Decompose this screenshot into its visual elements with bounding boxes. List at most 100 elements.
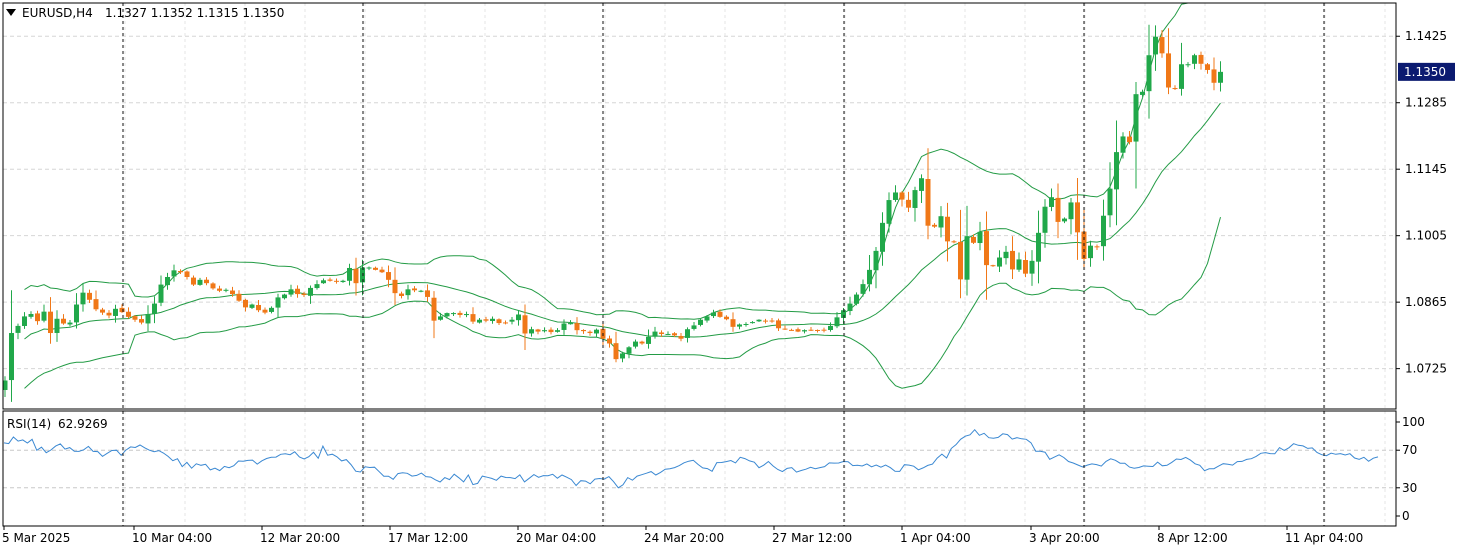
candle-body bbox=[119, 307, 125, 313]
candle-body bbox=[22, 316, 27, 326]
time-tick-label: 17 Mar 12:00 bbox=[388, 531, 468, 545]
candle-body bbox=[106, 312, 112, 316]
time-tick-label: 24 Mar 20:00 bbox=[644, 531, 724, 545]
candle-body bbox=[301, 293, 307, 296]
candle-body bbox=[737, 324, 742, 327]
candle-body bbox=[425, 290, 430, 297]
candle-body bbox=[574, 323, 580, 331]
candle-body bbox=[366, 267, 372, 269]
candle-body bbox=[152, 303, 157, 314]
candle-body bbox=[847, 303, 853, 312]
candle-body bbox=[685, 329, 690, 338]
candle-body bbox=[347, 267, 352, 281]
candle-body bbox=[243, 299, 248, 308]
candle-body bbox=[750, 322, 755, 324]
candle-body bbox=[633, 341, 638, 347]
candle-body bbox=[340, 280, 346, 283]
candle-body bbox=[412, 288, 417, 291]
candle-body bbox=[314, 284, 320, 289]
candle-body bbox=[418, 290, 424, 292]
candle-body bbox=[496, 319, 502, 324]
rsi-frame bbox=[2, 410, 1397, 527]
candle-body bbox=[802, 330, 807, 332]
main-frame bbox=[2, 2, 1397, 410]
candle-body bbox=[594, 329, 599, 334]
time-tick-label: 5 Mar 2025 bbox=[2, 531, 70, 545]
candle-body bbox=[392, 279, 398, 294]
candle-body bbox=[1049, 197, 1054, 207]
candle-body bbox=[321, 280, 326, 284]
candle-body bbox=[1166, 53, 1171, 88]
candle-body bbox=[236, 293, 242, 301]
candle-body bbox=[54, 318, 60, 333]
time-tick-label: 3 Apr 20:00 bbox=[1029, 531, 1100, 545]
candle-body bbox=[568, 323, 573, 325]
candle-body bbox=[444, 313, 450, 317]
price-tick-label: 1.1145 bbox=[1405, 162, 1447, 176]
candle-body bbox=[763, 320, 768, 322]
candle-body bbox=[93, 299, 99, 310]
candle-body bbox=[48, 311, 53, 334]
candle-body bbox=[516, 314, 521, 321]
candle-body bbox=[1127, 136, 1132, 143]
candle-body bbox=[984, 231, 989, 266]
candle-body bbox=[327, 279, 333, 281]
candle-body bbox=[789, 329, 794, 331]
candle-body bbox=[964, 236, 970, 280]
candle-body bbox=[958, 241, 963, 280]
symbol-menu-arrow-icon[interactable] bbox=[6, 9, 16, 16]
candle-body bbox=[522, 315, 528, 334]
candle-body bbox=[74, 304, 79, 323]
time-tick-label: 11 Apr 04:00 bbox=[1285, 531, 1363, 545]
rsi-tick-label: 0 bbox=[1402, 509, 1410, 523]
candle-body bbox=[730, 319, 736, 327]
candle-body bbox=[795, 329, 801, 332]
candle-body bbox=[457, 312, 463, 315]
candle-body bbox=[451, 313, 456, 315]
rsi-tick-label: 70 bbox=[1402, 443, 1417, 457]
candle-body bbox=[41, 311, 47, 321]
candle-body bbox=[1003, 251, 1009, 259]
candle-body bbox=[997, 257, 1002, 267]
candle-body bbox=[646, 336, 651, 344]
rsi-tick-label: 100 bbox=[1402, 415, 1425, 429]
candle-body bbox=[1101, 215, 1106, 247]
candle-body bbox=[542, 330, 547, 332]
candle-body bbox=[626, 347, 632, 354]
candle-body bbox=[100, 309, 105, 313]
candle-body bbox=[373, 267, 378, 270]
candle-body bbox=[464, 314, 469, 316]
candle-body bbox=[555, 330, 560, 332]
candle-body bbox=[639, 341, 645, 344]
candle-body bbox=[288, 289, 294, 295]
price-tick-label: 1.1285 bbox=[1405, 96, 1447, 110]
candle-body bbox=[61, 318, 66, 324]
candle-body bbox=[509, 319, 515, 322]
candle-body bbox=[334, 280, 339, 282]
candle-body bbox=[249, 304, 255, 308]
candle-body bbox=[899, 192, 905, 200]
candle-body bbox=[308, 287, 313, 296]
candle-body bbox=[1153, 36, 1158, 55]
candle-body bbox=[67, 322, 73, 325]
candle-body bbox=[1075, 202, 1080, 233]
candle-body bbox=[28, 314, 34, 317]
candle-body bbox=[1114, 152, 1119, 190]
price-tick-label: 1.1425 bbox=[1405, 29, 1447, 43]
candle-body bbox=[178, 270, 183, 273]
candle-body bbox=[477, 319, 482, 323]
candle-body bbox=[399, 293, 404, 296]
candle-body bbox=[932, 224, 937, 227]
candle-body bbox=[548, 329, 554, 333]
candle-body bbox=[945, 216, 950, 242]
candle-body bbox=[1010, 250, 1015, 270]
candle-body bbox=[1088, 245, 1093, 259]
candle-body bbox=[1120, 136, 1126, 153]
candle-body bbox=[769, 320, 775, 322]
time-tick-label: 8 Apr 12:00 bbox=[1157, 531, 1228, 545]
candle-body bbox=[691, 325, 697, 329]
time-tick-label: 10 Mar 04:00 bbox=[132, 531, 212, 545]
candle-body bbox=[1218, 71, 1223, 83]
